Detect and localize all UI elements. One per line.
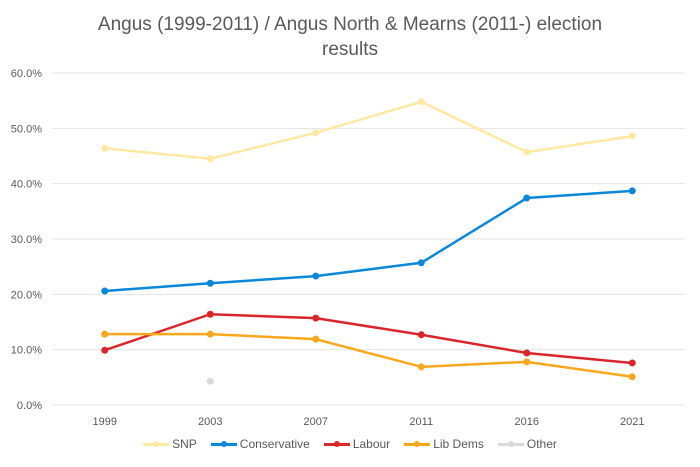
data-point-conservative [417, 259, 425, 267]
legend-item-lib-dems: Lib Dems [404, 437, 484, 451]
legend-label: SNP [172, 437, 197, 451]
y-tick-label: 20.0% [11, 289, 42, 301]
x-tick-label: 2021 [620, 416, 644, 428]
data-point-lib-dems [417, 363, 425, 371]
chart-title-line-2: results [322, 39, 378, 60]
legend-label: Conservative [239, 437, 310, 451]
data-point-other [206, 377, 214, 385]
y-tick-label: 10.0% [11, 345, 42, 357]
legend: SNP Conservative Labour Lib Dems Other [0, 437, 700, 451]
x-tick-label: 2016 [515, 416, 539, 428]
legend-item-snp: SNP [143, 437, 197, 451]
data-point-labour [523, 349, 531, 357]
data-point-labour [206, 310, 214, 318]
data-point-conservative [206, 279, 214, 287]
data-point-snp [206, 155, 214, 163]
data-point-snp [417, 98, 425, 106]
legend-swatch-icon [143, 439, 170, 449]
data-point-conservative [101, 287, 109, 295]
x-tick-label: 2011 [409, 416, 433, 428]
legend-item-conservative: Conservative [210, 437, 310, 451]
data-point-snp [312, 129, 320, 137]
series-line-labour [104, 313, 633, 365]
y-tick-label: 40.0% [11, 179, 42, 191]
data-point-conservative [312, 272, 320, 280]
data-point-snp [628, 132, 636, 140]
x-tick-label: 1999 [93, 416, 117, 428]
chart-title-line-1: Angus (1999-2011) / Angus North & Mearns… [97, 14, 603, 35]
legend-label: Lib Dems [433, 437, 484, 451]
x-tick-label: 2003 [198, 416, 222, 428]
data-point-labour [417, 331, 425, 339]
data-point-labour [101, 346, 109, 354]
legend-label: Labour [352, 437, 391, 451]
data-point-lib-dems [312, 335, 320, 343]
data-point-labour [312, 314, 320, 322]
data-point-lib-dems [206, 330, 214, 338]
series-line-lib-dems [104, 332, 633, 379]
legend-swatch-icon [497, 439, 524, 449]
y-tick-label: 0.0% [17, 400, 42, 412]
series-line-conservative [104, 189, 633, 293]
data-point-snp [101, 144, 109, 152]
legend-swatch-icon [323, 439, 350, 449]
series-line-snp [104, 100, 633, 161]
data-point-lib-dems [628, 373, 636, 381]
x-tick-label: 2007 [304, 416, 328, 428]
y-tick-label: 60.0% [11, 68, 42, 80]
data-point-snp [523, 148, 531, 156]
legend-item-labour: Labour [323, 437, 391, 451]
legend-swatch-icon [404, 439, 431, 449]
legend-label: Other [526, 437, 557, 451]
data-point-lib-dems [101, 330, 109, 338]
data-point-conservative [523, 194, 531, 202]
y-tick-label: 50.0% [11, 123, 42, 135]
chart-title: Angus (1999-2011) / Angus North & Mearns… [0, 12, 700, 62]
data-point-conservative [628, 187, 636, 195]
legend-swatch-icon [210, 439, 237, 449]
data-point-lib-dems [523, 358, 531, 366]
y-tick-label: 30.0% [11, 234, 42, 246]
data-point-labour [628, 359, 636, 367]
legend-item-other: Other [497, 437, 557, 451]
